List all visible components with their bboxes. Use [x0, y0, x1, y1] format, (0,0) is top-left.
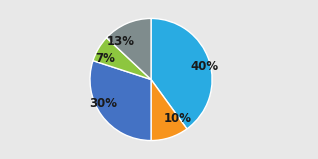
Text: 7%: 7% — [95, 52, 115, 65]
Wedge shape — [107, 18, 151, 80]
Wedge shape — [151, 18, 212, 129]
Wedge shape — [151, 80, 187, 141]
Text: 10%: 10% — [164, 112, 192, 125]
Wedge shape — [90, 61, 151, 141]
Text: 13%: 13% — [107, 35, 135, 48]
Text: 40%: 40% — [190, 60, 219, 73]
Wedge shape — [93, 38, 151, 80]
Text: 30%: 30% — [89, 97, 117, 110]
